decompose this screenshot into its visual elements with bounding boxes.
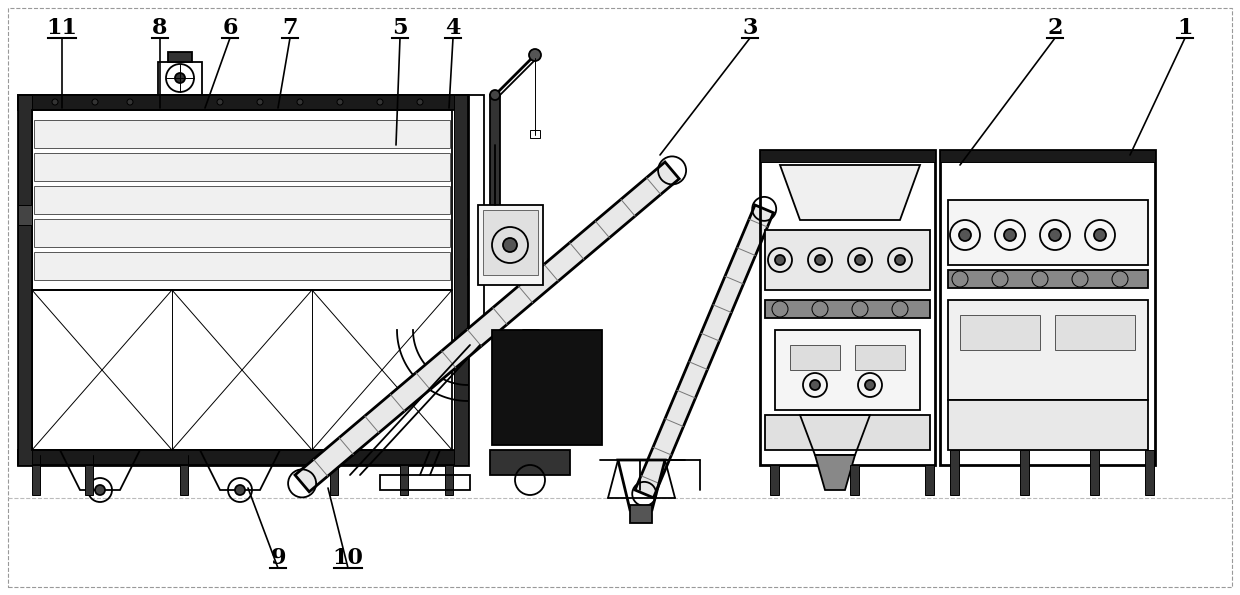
Circle shape — [1004, 229, 1016, 241]
Text: 1: 1 — [1177, 17, 1193, 39]
Circle shape — [1049, 229, 1061, 241]
Bar — [33, 120, 450, 148]
Circle shape — [503, 238, 517, 252]
Bar — [949, 400, 1148, 450]
Bar — [760, 150, 935, 162]
Bar — [401, 465, 408, 495]
Text: 10: 10 — [332, 547, 363, 569]
Bar — [167, 52, 192, 62]
Bar — [960, 315, 1040, 350]
Circle shape — [95, 485, 105, 495]
Circle shape — [217, 99, 223, 105]
Bar — [86, 465, 93, 495]
Bar — [949, 270, 1148, 288]
Bar — [32, 110, 453, 290]
Bar — [765, 230, 930, 290]
Bar — [949, 300, 1148, 400]
Bar — [529, 130, 539, 138]
Polygon shape — [780, 165, 920, 220]
Circle shape — [126, 99, 133, 105]
Bar — [33, 252, 450, 280]
Bar — [19, 450, 467, 465]
Bar — [940, 150, 1154, 162]
Circle shape — [856, 255, 866, 265]
Text: 7: 7 — [283, 17, 298, 39]
Circle shape — [175, 73, 185, 83]
Polygon shape — [815, 455, 856, 490]
Circle shape — [1094, 229, 1106, 241]
Bar — [454, 95, 467, 465]
Bar — [33, 186, 450, 214]
Bar — [790, 345, 839, 370]
Bar — [180, 465, 188, 495]
Text: 4: 4 — [445, 17, 461, 39]
Circle shape — [895, 255, 905, 265]
Polygon shape — [295, 162, 680, 492]
Text: 2: 2 — [1048, 17, 1063, 39]
Polygon shape — [635, 205, 774, 498]
Circle shape — [236, 485, 246, 495]
Circle shape — [337, 99, 343, 105]
Bar — [949, 200, 1148, 265]
Bar — [1021, 450, 1029, 495]
Bar — [33, 219, 450, 247]
Bar — [1145, 450, 1154, 495]
Circle shape — [866, 380, 875, 390]
Bar — [467, 95, 484, 330]
Text: 6: 6 — [222, 17, 238, 39]
Bar — [775, 330, 920, 410]
Bar — [490, 95, 500, 240]
Text: 3: 3 — [743, 17, 758, 39]
Bar — [490, 450, 570, 475]
Bar — [379, 475, 470, 490]
Circle shape — [377, 99, 383, 105]
Circle shape — [92, 99, 98, 105]
Bar — [770, 465, 779, 495]
Circle shape — [959, 229, 971, 241]
Text: 5: 5 — [392, 17, 408, 39]
Bar — [925, 465, 934, 495]
Bar — [477, 205, 543, 285]
Bar — [32, 290, 453, 450]
Bar — [1090, 450, 1099, 495]
Bar — [1055, 315, 1135, 350]
Circle shape — [815, 255, 825, 265]
Text: 11: 11 — [47, 17, 78, 39]
Circle shape — [257, 99, 263, 105]
Bar — [856, 345, 905, 370]
Circle shape — [810, 380, 820, 390]
Bar — [19, 205, 32, 225]
Bar — [19, 95, 467, 110]
Bar — [19, 95, 467, 465]
Bar — [33, 153, 450, 181]
Bar — [630, 505, 652, 523]
Circle shape — [490, 90, 500, 100]
Bar — [492, 330, 601, 445]
Bar — [940, 150, 1154, 465]
Bar — [950, 450, 959, 495]
Bar — [849, 465, 859, 495]
Text: 8: 8 — [153, 17, 167, 39]
Circle shape — [529, 49, 541, 61]
Bar — [32, 465, 40, 495]
Circle shape — [775, 255, 785, 265]
Circle shape — [417, 99, 423, 105]
Bar — [445, 465, 453, 495]
Bar — [484, 210, 538, 275]
Bar — [19, 95, 32, 465]
Circle shape — [52, 99, 58, 105]
Bar — [330, 465, 339, 495]
Bar — [760, 150, 935, 465]
Bar — [765, 415, 930, 450]
Bar — [157, 62, 202, 95]
Bar — [765, 300, 930, 318]
Text: 9: 9 — [270, 547, 285, 569]
Circle shape — [298, 99, 303, 105]
